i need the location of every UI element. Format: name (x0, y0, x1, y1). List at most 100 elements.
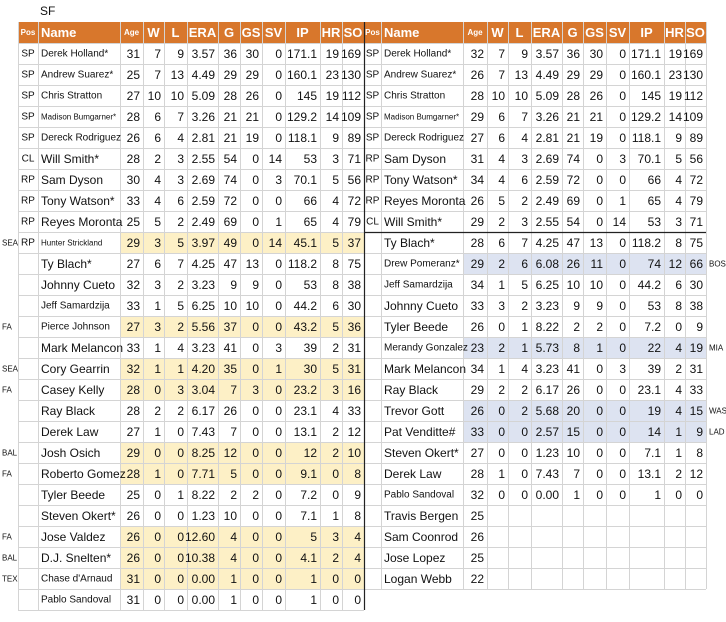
stat-cell: 38 (690, 299, 704, 313)
player-name: Steven Okert* (41, 509, 116, 523)
stat-cell: 69 (224, 215, 238, 229)
stat-cell: 9 (177, 47, 184, 61)
stat-cell: 2 (177, 404, 184, 418)
stat-cell: 66 (304, 194, 318, 208)
stat-cell: 0 (675, 320, 682, 334)
stat-cell: 89 (690, 131, 704, 145)
position: SP (366, 49, 380, 60)
stat-cell: 16 (348, 383, 362, 397)
stat-cell: 37 (348, 236, 362, 250)
stat-cell: 1 (619, 194, 626, 208)
stat-cell: 5.09 (192, 89, 216, 103)
stat-cell: 4 (354, 530, 361, 544)
stat-cell: 26 (567, 383, 581, 397)
stat-cell: 7 (498, 47, 505, 61)
stat-cell: 118.1 (632, 131, 661, 145)
stat-cell: 7.43 (536, 467, 560, 481)
stat-cell: 4 (521, 362, 528, 376)
stat-cell: 39 (648, 362, 662, 376)
stat-cell: 10 (567, 446, 581, 460)
player-name: Ray Black (384, 383, 439, 397)
stat-cell: 26 (127, 509, 141, 523)
stat-cell: 44.2 (638, 278, 662, 292)
stat-cell: 5 (498, 194, 505, 208)
stat-cell: 2 (177, 278, 184, 292)
row-highlight (120, 379, 364, 400)
stat-cell: 7 (521, 110, 528, 124)
stat-cell: 19 (590, 131, 604, 145)
column-header: Pos (21, 28, 36, 37)
stat-cell: 26 (246, 89, 260, 103)
player-name: Hunter Strickland (41, 239, 102, 248)
stat-cell: 6 (498, 131, 505, 145)
player-name: Dereck Rodriguez (41, 133, 121, 144)
stat-cell: 33 (690, 383, 704, 397)
stat-cell: 65 (304, 215, 318, 229)
stat-cell: 0 (252, 509, 259, 523)
stat-cell: 74 (567, 152, 581, 166)
row-highlight (120, 526, 364, 547)
team-tag: TEX (2, 575, 18, 584)
stat-cell: 10 (492, 89, 506, 103)
stat-cell: 23 (471, 341, 485, 355)
stat-cell: 34 (471, 362, 485, 376)
stat-cell: 29 (246, 68, 260, 82)
stat-cell: 29 (127, 236, 141, 250)
player-name: Jose Valdez (41, 530, 105, 544)
stat-cell: 22 (471, 572, 485, 586)
stat-cell: 19 (690, 341, 704, 355)
stat-cell: 0 (675, 488, 682, 502)
player-name: Derek Holland* (41, 49, 108, 60)
stat-cell: 5 (332, 362, 339, 376)
stat-cell: 2.69 (192, 173, 216, 187)
stat-cell: 9 (252, 278, 259, 292)
stat-cell: 26 (471, 68, 485, 82)
player-name: Derek Law (384, 467, 442, 481)
stat-cell: 3 (154, 236, 161, 250)
stat-cell: 70.1 (294, 173, 318, 187)
stat-cell: 12 (348, 425, 362, 439)
stat-cell: 41 (224, 341, 238, 355)
stat-cell: 0 (252, 404, 259, 418)
stat-cell: 0 (498, 488, 505, 502)
stat-cell: 30 (348, 299, 362, 313)
stat-cell: 1.23 (536, 446, 560, 460)
player-name: Derek Law (41, 425, 99, 439)
stat-cell: 53 (304, 278, 318, 292)
stat-cell: 79 (690, 194, 704, 208)
stat-cell: 0 (696, 488, 703, 502)
team-tag: BOS (709, 260, 726, 269)
stat-cell: 19 (246, 131, 260, 145)
stat-cell: 5 (230, 467, 237, 481)
stat-cell: 12 (690, 467, 704, 481)
stat-cell: 0 (596, 215, 603, 229)
column-header: Pos (365, 28, 380, 37)
row-highlight (120, 232, 364, 253)
column-header: SV (265, 25, 283, 40)
stat-cell: 26 (127, 551, 141, 565)
stat-cell: 53 (648, 215, 662, 229)
stat-cell: 15 (567, 425, 581, 439)
stat-cell: 0 (177, 593, 184, 607)
stat-cell: 2 (252, 488, 259, 502)
player-name: Travis Bergen (384, 509, 458, 523)
stat-cell: 29 (127, 446, 141, 460)
stat-cell: 0 (619, 341, 626, 355)
column-header: GS (242, 25, 261, 40)
stat-cell: 3 (675, 215, 682, 229)
stat-cell: 4 (354, 551, 361, 565)
stat-cell: 6 (521, 173, 528, 187)
stat-cell: 129.2 (287, 110, 317, 124)
stat-cell: 6 (154, 257, 161, 271)
stat-cell: 169 (683, 47, 703, 61)
stat-cell: 70.1 (638, 152, 662, 166)
stat-cell: 30 (690, 278, 704, 292)
stat-cell: 0 (275, 68, 282, 82)
stat-cell: 5 (177, 299, 184, 313)
stat-cell: 13 (515, 68, 529, 82)
stat-cell: 1 (154, 299, 161, 313)
stat-cell: 0 (619, 383, 626, 397)
stat-cell: 0 (177, 551, 184, 565)
stat-cell: 30 (246, 47, 260, 61)
stat-cell: 0 (619, 68, 626, 82)
